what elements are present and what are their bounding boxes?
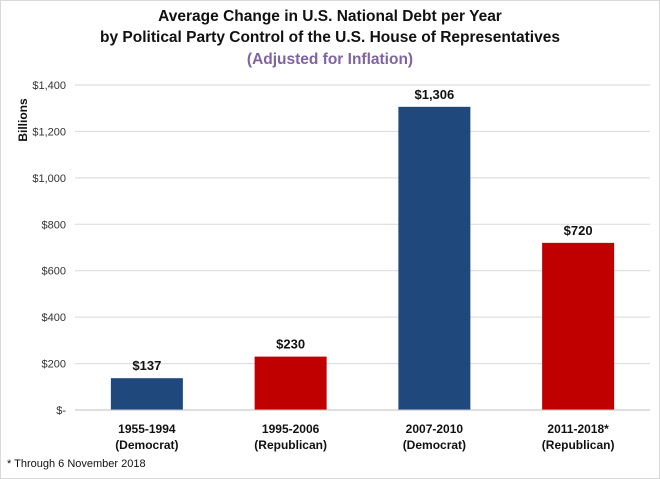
- bar: [542, 242, 615, 410]
- y-tick-label: $600: [42, 266, 66, 278]
- bar: [398, 106, 471, 411]
- data-label: $230: [276, 337, 305, 352]
- x-tick-label: 1995-2006: [262, 422, 320, 436]
- y-tick-label: $1,400: [32, 80, 66, 92]
- data-label: $137: [132, 358, 161, 373]
- chart-title-line-2: by Political Party Control of the U.S. H…: [100, 29, 560, 46]
- x-tick-label: 1955-1994: [118, 422, 176, 436]
- data-label: $720: [564, 223, 593, 238]
- x-tick-label: 2007-2010: [406, 422, 464, 436]
- y-tick-label: $400: [42, 312, 66, 324]
- bar: [110, 378, 183, 410]
- footnote: * Through 6 November 2018: [7, 458, 146, 470]
- chart-title: Average Change in U.S. National Debt per…: [158, 8, 502, 25]
- y-tick-label: $200: [42, 359, 66, 371]
- y-tick-label: $-: [56, 405, 66, 417]
- bar: [254, 356, 327, 410]
- y-tick-label: $1,000: [32, 173, 66, 185]
- y-tick-label: $1,200: [32, 126, 66, 138]
- x-tick-label: (Democrat): [115, 438, 178, 452]
- chart-subtitle: (Adjusted for Inflation): [246, 51, 414, 68]
- x-tick-label: (Republican): [254, 438, 327, 452]
- x-tick-label: 2011-2018*: [547, 422, 609, 436]
- x-tick-label: (Democrat): [403, 438, 466, 452]
- y-axis-label: Billions: [16, 98, 30, 142]
- x-tick-label: (Republican): [542, 438, 615, 452]
- data-label: $1,306: [414, 87, 454, 102]
- y-tick-label: $800: [42, 219, 66, 231]
